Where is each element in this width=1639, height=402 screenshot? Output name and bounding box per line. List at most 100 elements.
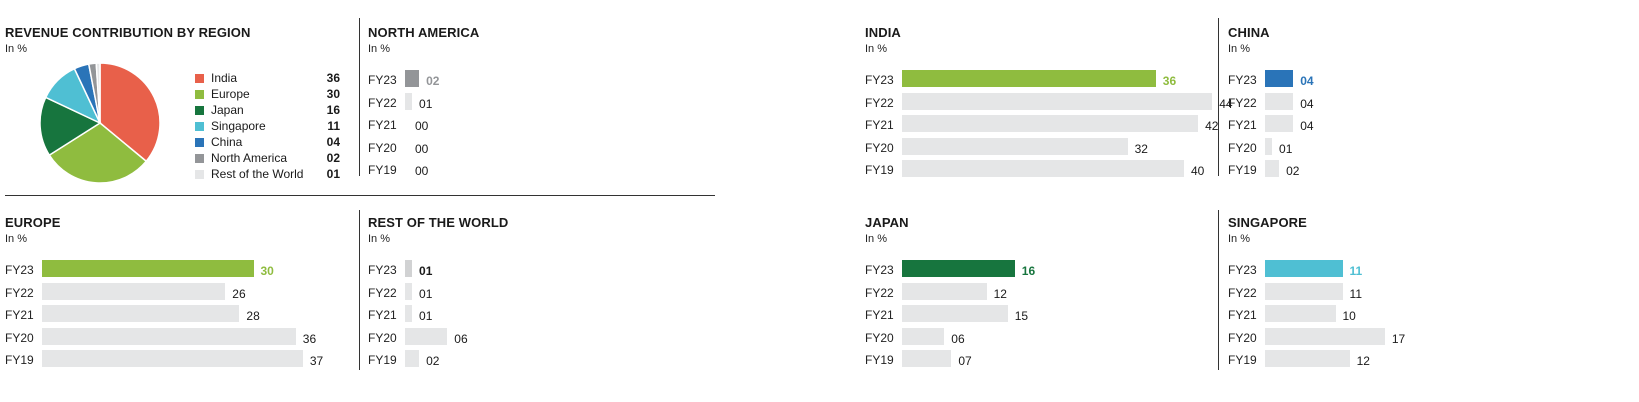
category-label: FY19	[1228, 163, 1257, 177]
bar	[1265, 115, 1294, 132]
chart-unit: In %	[1228, 233, 1251, 245]
bar-row: FY23 30	[5, 260, 345, 280]
category-label: FY20	[5, 330, 34, 345]
data-label: 15	[1014, 309, 1029, 323]
chart-title: SINGAPORE	[1228, 215, 1307, 230]
data-label: 10	[1342, 309, 1356, 323]
bar-row: FY21 01	[368, 305, 708, 325]
chart-title: NORTH AMERICA	[368, 25, 480, 40]
panel-japan: JAPAN In % FY23 16 FY22 12 FY21 15 FY20 06 FY19 07	[865, 215, 1205, 375]
category-label: FY22	[5, 285, 34, 300]
bar-row: FY22 01	[368, 92, 708, 113]
bar	[902, 305, 1008, 322]
legend-item: North America 02	[195, 151, 340, 167]
bar-row: FY21 15	[865, 305, 1205, 325]
data-label: 01	[419, 286, 433, 301]
category-label: FY21	[1228, 308, 1257, 322]
category-label: FY20	[1228, 140, 1257, 155]
chart-title: EUROPE	[5, 215, 61, 230]
category-label: FY19	[865, 353, 894, 367]
legend-label: North America	[211, 151, 288, 165]
chart-title: REST OF THE WORLD	[368, 215, 509, 230]
category-label: FY19	[865, 163, 894, 177]
data-label: 07	[958, 354, 972, 368]
data-label: 02	[426, 354, 440, 368]
bar-row: FY19 02	[1228, 160, 1568, 180]
category-label: FY21	[865, 118, 894, 132]
pie-slice-india	[99, 63, 161, 163]
bar	[405, 350, 420, 367]
chart-unit: In %	[368, 233, 391, 245]
bar-row: FY21 00	[368, 115, 708, 135]
category-label: FY22	[865, 95, 894, 110]
divider-vertical	[359, 210, 360, 370]
panel-india: INDIA In % FY23 36 FY22 44 FY21 42 FY20 32 FY19 40	[865, 25, 1233, 185]
legend-swatch	[195, 154, 204, 163]
data-label: 30	[260, 264, 274, 278]
legend-label: Japan	[211, 103, 244, 117]
legend-label: Europe	[211, 87, 250, 101]
category-label: FY21	[865, 308, 894, 322]
bar	[902, 92, 1213, 110]
category-label: FY22	[368, 285, 397, 300]
chart-unit: In %	[865, 43, 888, 55]
bar-row: FY20 00	[368, 138, 708, 158]
bar	[1265, 92, 1294, 110]
bar-row: FY21 04	[1228, 115, 1568, 135]
data-label: 02	[426, 74, 440, 88]
bar	[405, 327, 448, 345]
data-label: 01	[419, 309, 433, 323]
bar-highlight	[42, 260, 254, 277]
bar	[902, 160, 1184, 177]
category-label: FY23	[1228, 73, 1257, 87]
divider-vertical	[359, 18, 360, 176]
category-label: FY19	[5, 353, 34, 367]
bar-row: FY23 01	[368, 260, 708, 280]
legend-item: India 36	[195, 71, 340, 87]
bar-row: FY19 02	[368, 350, 708, 370]
legend-item: Europe 30	[195, 87, 340, 103]
bar-row: FY20 06	[865, 327, 1205, 348]
bar-row: FY20 06	[368, 327, 708, 348]
bar-row: FY21 28	[5, 305, 345, 325]
bar-highlight	[405, 260, 413, 277]
data-label: 40	[1191, 164, 1205, 178]
chart-title: INDIA	[865, 25, 901, 40]
category-label: FY23	[1228, 263, 1257, 277]
bar-row: FY20 36	[5, 327, 345, 348]
category-label: FY21	[368, 118, 397, 132]
legend-swatch	[195, 122, 204, 131]
data-label: 04	[1300, 119, 1314, 133]
category-label: FY20	[368, 140, 397, 155]
bar-row: FY19 00	[368, 160, 708, 180]
bar	[42, 305, 240, 322]
data-label: 28	[246, 309, 260, 323]
divider-vertical	[1218, 18, 1219, 176]
legend-item: Japan 16	[195, 103, 340, 119]
bar	[1265, 305, 1336, 322]
bar-row: FY20 17	[1228, 327, 1568, 348]
panel-europe: EUROPE In % FY23 30 FY22 26 FY21 28 FY20 36 FY19 37	[5, 215, 355, 375]
bar-highlight	[1265, 260, 1343, 277]
data-label: 12	[993, 286, 1007, 301]
legend-item: Singapore 11	[195, 119, 340, 135]
data-label: 26	[232, 286, 246, 301]
bar	[1265, 160, 1280, 177]
data-label: 06	[951, 331, 965, 346]
legend-swatch	[195, 90, 204, 99]
legend-label: India	[211, 71, 238, 85]
bar-row: FY20 01	[1228, 137, 1568, 158]
legend-item: Rest of the World 01	[195, 167, 340, 183]
bar-row: FY21 10	[1228, 305, 1568, 325]
data-label: 32	[1134, 141, 1148, 156]
bar	[902, 327, 945, 345]
category-label: FY20	[1228, 330, 1257, 345]
bar-row: FY20 32	[865, 137, 1205, 158]
chart-unit: In %	[5, 43, 28, 55]
bar	[405, 282, 413, 300]
bar	[902, 350, 952, 367]
bar-highlight	[405, 70, 420, 87]
bar-row: FY19 37	[5, 350, 345, 370]
bar-highlight	[1265, 70, 1294, 87]
bar	[42, 327, 296, 345]
